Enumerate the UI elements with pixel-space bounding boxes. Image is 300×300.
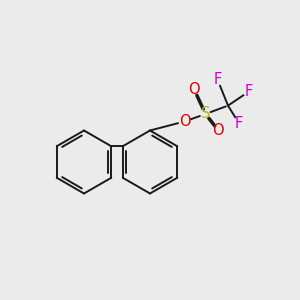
Text: F: F xyxy=(235,116,243,130)
Text: F: F xyxy=(213,72,222,87)
Text: O: O xyxy=(179,114,190,129)
Text: S: S xyxy=(201,106,210,122)
Text: O: O xyxy=(189,82,200,98)
Text: O: O xyxy=(213,123,224,138)
Text: F: F xyxy=(245,84,253,99)
